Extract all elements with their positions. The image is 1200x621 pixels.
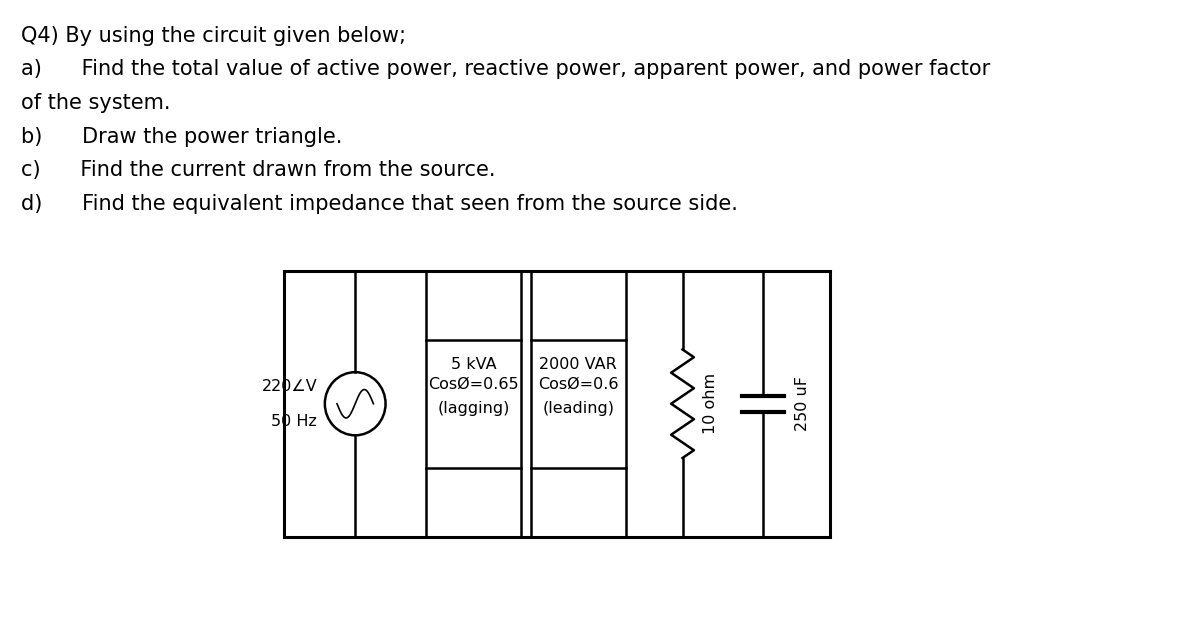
- Text: 10 ohm: 10 ohm: [703, 373, 719, 434]
- Text: (leading): (leading): [542, 401, 614, 416]
- Bar: [426, 340, 521, 468]
- Text: 250 uF: 250 uF: [796, 376, 810, 431]
- Text: 50 Hz: 50 Hz: [271, 414, 317, 428]
- Text: a)      Find the total value of active power, reactive power, apparent power, an: a) Find the total value of active power,…: [22, 60, 990, 79]
- Text: of the system.: of the system.: [22, 93, 170, 113]
- Text: 220∠V: 220∠V: [262, 379, 317, 394]
- Text: CosØ=0.6: CosØ=0.6: [538, 377, 618, 392]
- Text: 5 kVA: 5 kVA: [451, 357, 497, 373]
- Bar: [284, 271, 829, 537]
- Bar: [530, 340, 625, 468]
- Text: 2000 VAR: 2000 VAR: [539, 357, 617, 373]
- Text: d)      Find the equivalent impedance that seen from the source side.: d) Find the equivalent impedance that se…: [22, 194, 738, 214]
- Circle shape: [325, 372, 385, 435]
- Text: (lagging): (lagging): [438, 401, 510, 416]
- Text: Q4) By using the circuit given below;: Q4) By using the circuit given below;: [22, 26, 407, 46]
- Text: CosØ=0.65: CosØ=0.65: [428, 377, 520, 392]
- Text: c)      Find the current drawn from the source.: c) Find the current drawn from the sourc…: [22, 160, 496, 180]
- Text: b)      Draw the power triangle.: b) Draw the power triangle.: [22, 127, 343, 147]
